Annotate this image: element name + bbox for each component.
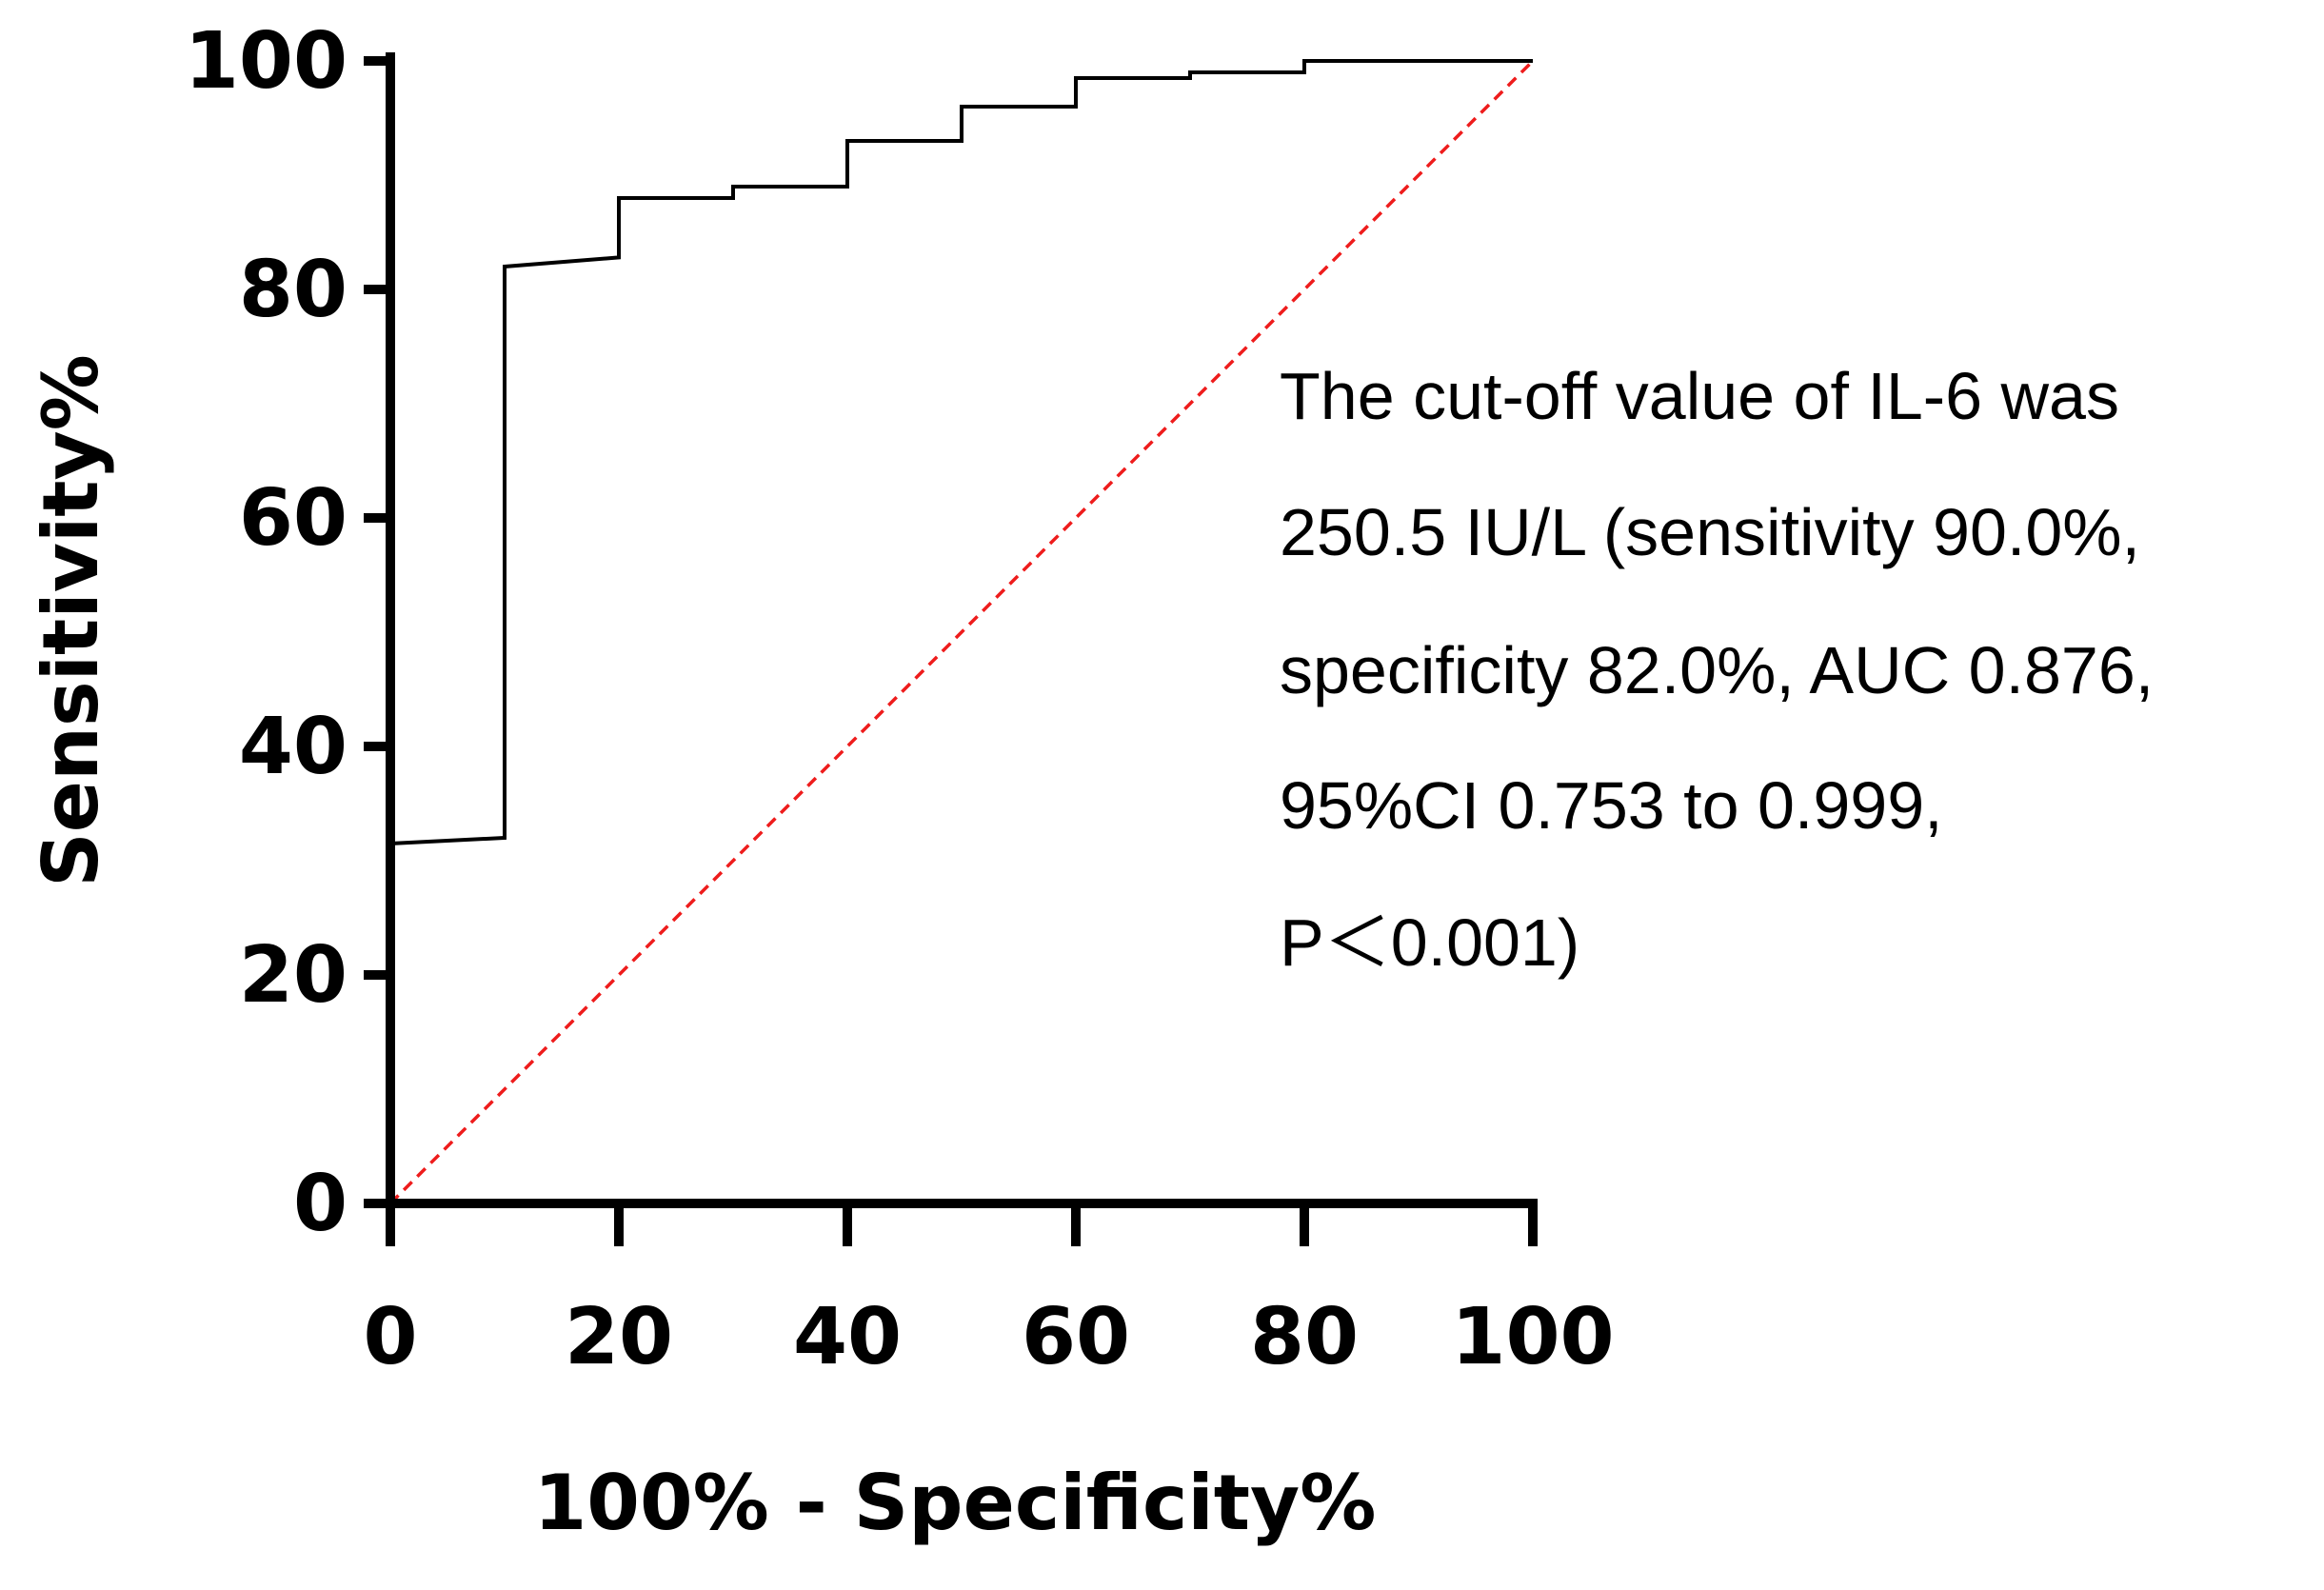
y-tick-label: 100 [185,16,348,107]
x-tick-label: 80 [1250,1292,1359,1382]
x-axis-title: 100% - Specificity% [534,1459,1377,1547]
y-tick-label: 80 [239,245,348,335]
annotation-line: specificity 82.0%, AUC 0.876, [1280,633,2154,707]
y-tick-label: 0 [293,1159,348,1249]
reference-diagonal-line [388,59,1535,1205]
annotation-text: The cut-off value of IL-6 was 250.5 IU/L… [1280,359,2154,980]
annotation-line: P＜0.001) [1280,905,1579,980]
axes [364,52,1538,1246]
x-tick-label: 60 [1022,1292,1130,1382]
y-tick-label: 40 [239,702,348,792]
y-tick-label: 60 [239,473,348,564]
plot-area [388,59,1535,1205]
annotation-line: 250.5 IU/L (sensitivity 90.0%, [1280,495,2140,569]
tick-labels: 0 20 40 60 80 100 0 20 40 60 80 100 [185,16,1615,1382]
x-tick-label: 20 [565,1292,673,1382]
y-axis-title: Sensitivity% [27,354,115,887]
roc-curve-line [389,59,1533,845]
y-tick-label: 20 [239,930,348,1021]
x-tick-label: 0 [363,1292,417,1382]
x-tick-label: 100 [1451,1292,1614,1382]
x-tick-label: 40 [793,1292,902,1382]
annotation-line: The cut-off value of IL-6 was [1280,359,2119,433]
annotation-line: 95%CI 0.753 to 0.999, [1280,768,1943,843]
